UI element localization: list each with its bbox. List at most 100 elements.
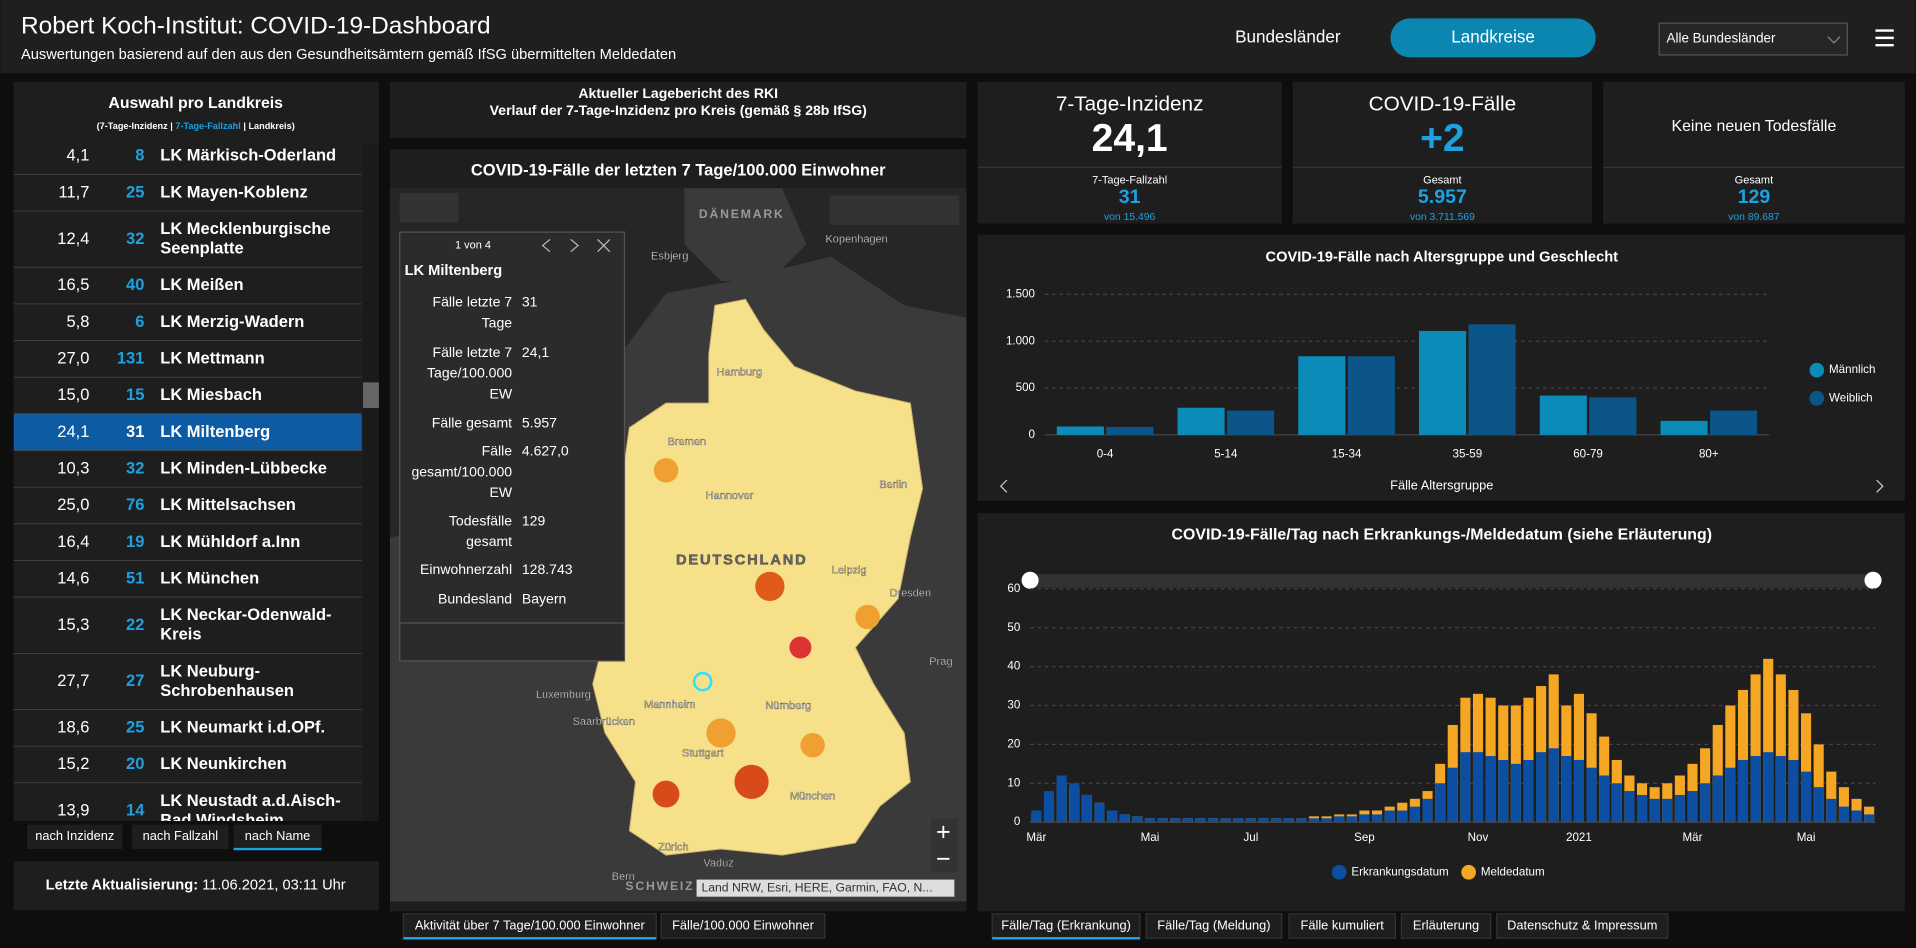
map-title: COVID-19-Fälle der letzten 7 Tage/100.00…: [471, 161, 886, 179]
scroll-thumb[interactable]: [363, 382, 379, 409]
bar: [1712, 724, 1723, 823]
bar: [1826, 771, 1837, 823]
bar: [1851, 810, 1862, 823]
row-cases: 25: [126, 183, 144, 201]
zoom-buttons[interactable]: [931, 818, 958, 873]
scrollbar[interactable]: [363, 142, 379, 821]
sort-button[interactable]: [132, 824, 229, 850]
map-label: Hannover: [706, 490, 754, 502]
row-incidence: 12,4: [57, 230, 89, 248]
row-cases: 22: [126, 616, 144, 634]
popup-controls[interactable]: [541, 238, 611, 253]
list-row[interactable]: [13, 746, 362, 784]
nav-item[interactable]: Landkreise: [1451, 27, 1535, 46]
bar: [1725, 705, 1736, 823]
bottom-tab-label: Erläuterung: [1413, 917, 1479, 932]
sort-button[interactable]: [233, 824, 322, 850]
menu-icon[interactable]: [1875, 29, 1894, 47]
bar: [1826, 798, 1837, 823]
map-label: Bern: [612, 871, 635, 883]
row-cases: 20: [126, 755, 144, 773]
row-incidence: 15,3: [57, 616, 89, 634]
list-row[interactable]: [13, 450, 362, 488]
header-subtitle: Auswertungen basierend auf den aus den G…: [21, 47, 676, 63]
bottom-tab[interactable]: [1288, 913, 1396, 939]
row-incidence: 5,8: [66, 313, 89, 331]
popup-field-label: Fälle letzte 7: [433, 294, 513, 310]
list-row[interactable]: [13, 211, 362, 268]
kpi-sub-value: 5.957: [1418, 186, 1467, 208]
row-name: Kreis: [160, 626, 201, 644]
list-row[interactable]: [13, 783, 362, 839]
x-tick-label: Sep: [1354, 831, 1375, 844]
chart-arrows[interactable]: [999, 479, 1884, 493]
list-row[interactable]: [13, 487, 362, 525]
list-title: Auswahl pro Landkreis: [108, 95, 283, 112]
list-row[interactable]: [13, 340, 362, 378]
bar: [1298, 356, 1346, 435]
bar: [1308, 818, 1320, 823]
map-tabs: Aktivität über 7 Tage/100.000 Einwohner F…: [402, 913, 826, 940]
header-title: Robert Koch-Institut: COVID-19-Dashboard: [21, 12, 491, 39]
popup-pager: 1 von 4: [455, 239, 491, 251]
bar: [1636, 794, 1648, 823]
bottom-tab[interactable]: [1145, 913, 1283, 939]
dropdown[interactable]: [1658, 22, 1848, 56]
bar: [1347, 356, 1395, 435]
x-tick-label: Jul: [1243, 831, 1258, 844]
range-slider[interactable]: [1030, 574, 1876, 588]
bar: [1624, 791, 1635, 823]
list-row[interactable]: [13, 304, 362, 341]
bottom-tab[interactable]: [1400, 913, 1492, 939]
list-row[interactable]: [13, 267, 362, 305]
map-label: Leipzig: [832, 564, 867, 576]
nav-pill[interactable]: [1390, 18, 1596, 58]
slider-handle[interactable]: [1021, 571, 1039, 589]
kpi-sub-label: 7-Tage-Fallzahl: [1092, 175, 1167, 187]
list-row[interactable]: [13, 414, 362, 451]
bar: [1419, 330, 1467, 435]
list-row[interactable]: [13, 709, 362, 747]
map-toolbar[interactable]: [829, 195, 960, 225]
bar: [1660, 420, 1708, 435]
nav-item[interactable]: Bundesländer: [1235, 27, 1341, 46]
row-cases: 31: [126, 423, 144, 441]
bar: [1586, 767, 1597, 823]
map-tab-label: Fälle/100.000 Einwohner: [672, 917, 814, 932]
row-cases: 25: [126, 718, 144, 736]
list-row[interactable]: [13, 138, 362, 175]
bar: [1712, 775, 1723, 823]
slider-handle[interactable]: [1864, 571, 1882, 589]
bar: [1372, 814, 1383, 823]
popup-field-label: Fälle: [482, 443, 513, 459]
map-tab[interactable]: [660, 913, 826, 939]
sort-button[interactable]: [27, 824, 123, 850]
bottom-tab[interactable]: [991, 913, 1141, 939]
popup-field-value: 129: [522, 512, 546, 528]
bar: [1662, 798, 1673, 823]
list-row[interactable]: [13, 653, 362, 710]
map-tool[interactable]: [399, 193, 459, 223]
bottom-tab[interactable]: [1496, 913, 1669, 939]
map-label: Nürnberg: [765, 700, 811, 712]
bar: [1447, 767, 1458, 823]
row-cases: 27: [126, 672, 144, 690]
list-row[interactable]: [13, 377, 362, 415]
list-row[interactable]: [13, 597, 362, 654]
list-row[interactable]: [13, 174, 362, 212]
popup-field-label: gesamt/100.000: [411, 463, 512, 479]
x-tick-label: Mär: [1683, 831, 1703, 844]
bar: [1397, 810, 1408, 823]
y-tick-label: 40: [1007, 660, 1020, 673]
list-row[interactable]: [13, 524, 362, 561]
popup-field-label: Todesfälle: [449, 512, 512, 528]
popup: 1 von 4 LK Miltenberg Fälle letzte 7 Tage…: [399, 231, 626, 662]
update-box: [13, 861, 379, 911]
bar: [1119, 814, 1130, 823]
row-incidence: 14,6: [57, 569, 89, 587]
list-row[interactable]: [13, 560, 362, 598]
kpi-value: 24,1: [1092, 117, 1168, 160]
legend-part: 7-Tage-Fallzahl: [175, 121, 240, 131]
row-name: Seenplatte: [160, 240, 243, 258]
